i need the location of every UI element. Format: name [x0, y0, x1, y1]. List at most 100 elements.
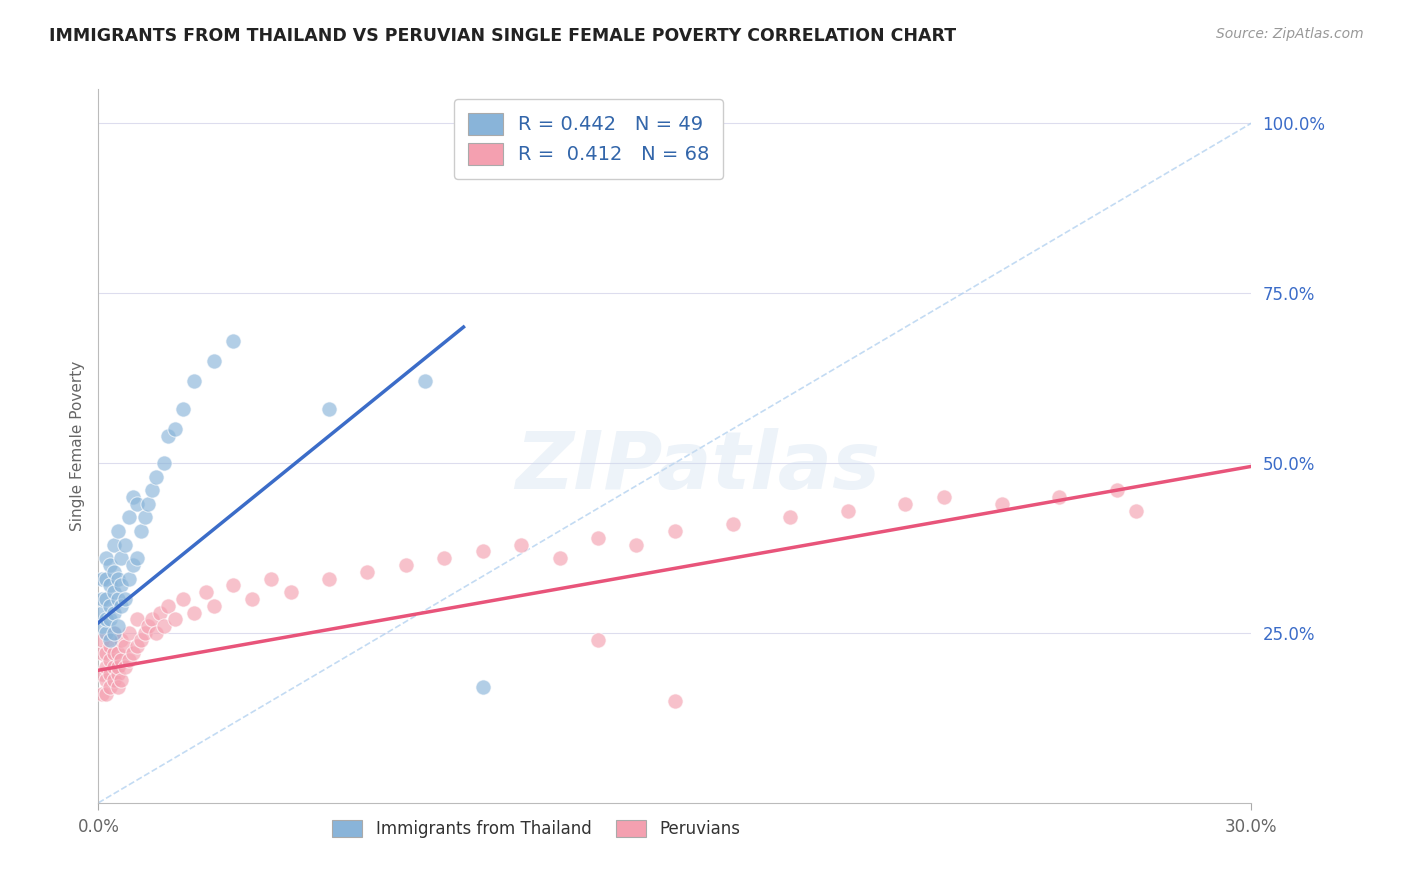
Point [94, 591, 117, 606]
Point [103, 606, 125, 620]
Point [91, 646, 114, 660]
Point [779, 510, 801, 524]
Point [107, 660, 129, 674]
Point [114, 640, 136, 654]
Point [152, 619, 174, 633]
Point [98, 653, 121, 667]
Point [318, 401, 340, 416]
Point [125, 640, 148, 654]
Text: ZIPatlas: ZIPatlas [516, 428, 880, 507]
Point [98, 612, 121, 626]
Point [145, 469, 167, 483]
Point [433, 551, 456, 566]
Point [156, 599, 179, 613]
Point [91, 619, 114, 633]
Point [165, 612, 187, 626]
Point [129, 632, 152, 647]
Point [141, 483, 163, 498]
Point [129, 524, 152, 538]
Point [145, 626, 167, 640]
Point [107, 572, 129, 586]
Point [195, 585, 218, 599]
Point [141, 612, 163, 626]
Point [110, 673, 132, 688]
Point [110, 578, 132, 592]
Point [110, 599, 132, 613]
Point [103, 585, 125, 599]
Point [98, 632, 121, 647]
Point [91, 606, 114, 620]
Point [118, 626, 141, 640]
Point [107, 591, 129, 606]
Point [990, 497, 1012, 511]
Point [118, 653, 141, 667]
Point [626, 537, 648, 551]
Point [586, 632, 609, 647]
Point [202, 354, 225, 368]
Point [107, 619, 129, 633]
Point [125, 612, 148, 626]
Legend: Immigrants from Thailand, Peruvians: Immigrants from Thailand, Peruvians [326, 813, 748, 845]
Point [172, 591, 194, 606]
Point [103, 660, 125, 674]
Point [107, 666, 129, 681]
Point [932, 490, 955, 504]
Y-axis label: Single Female Poverty: Single Female Poverty [69, 361, 84, 531]
Point [122, 646, 145, 660]
Point [107, 524, 129, 538]
Point [183, 606, 205, 620]
Text: IMMIGRANTS FROM THAILAND VS PERUVIAN SINGLE FEMALE POVERTY CORRELATION CHART: IMMIGRANTS FROM THAILAND VS PERUVIAN SIN… [49, 27, 956, 45]
Point [165, 422, 187, 436]
Text: Source: ZipAtlas.com: Source: ZipAtlas.com [1216, 27, 1364, 41]
Point [118, 510, 141, 524]
Point [91, 591, 114, 606]
Point [103, 565, 125, 579]
Point [222, 334, 245, 348]
Point [94, 612, 117, 626]
Point [91, 632, 114, 647]
Point [114, 591, 136, 606]
Point [202, 599, 225, 613]
Point [98, 599, 121, 613]
Point [721, 517, 744, 532]
Point [664, 694, 686, 708]
Point [156, 429, 179, 443]
Point [138, 497, 160, 511]
Point [107, 680, 129, 694]
Point [94, 626, 117, 640]
Point [1047, 490, 1070, 504]
Point [114, 537, 136, 551]
Point [172, 401, 194, 416]
Point [94, 572, 117, 586]
Point [118, 572, 141, 586]
Point [94, 551, 117, 566]
Point [94, 646, 117, 660]
Point [471, 544, 494, 558]
Point [1125, 503, 1147, 517]
Point [894, 497, 917, 511]
Point [280, 585, 302, 599]
Point [260, 572, 283, 586]
Point [183, 375, 205, 389]
Point [110, 551, 132, 566]
Point [122, 490, 145, 504]
Point [395, 558, 418, 572]
Point [94, 687, 117, 701]
Point [356, 565, 378, 579]
Point [1105, 483, 1128, 498]
Point [110, 653, 132, 667]
Point [114, 660, 136, 674]
Point [138, 619, 160, 633]
Point [91, 687, 114, 701]
Point [471, 680, 494, 694]
Point [664, 524, 686, 538]
Point [134, 510, 156, 524]
Point [134, 626, 156, 640]
Point [98, 578, 121, 592]
Point [152, 456, 174, 470]
Point [125, 497, 148, 511]
Point [91, 572, 114, 586]
Point [837, 503, 859, 517]
Point [548, 551, 571, 566]
Point [110, 632, 132, 647]
